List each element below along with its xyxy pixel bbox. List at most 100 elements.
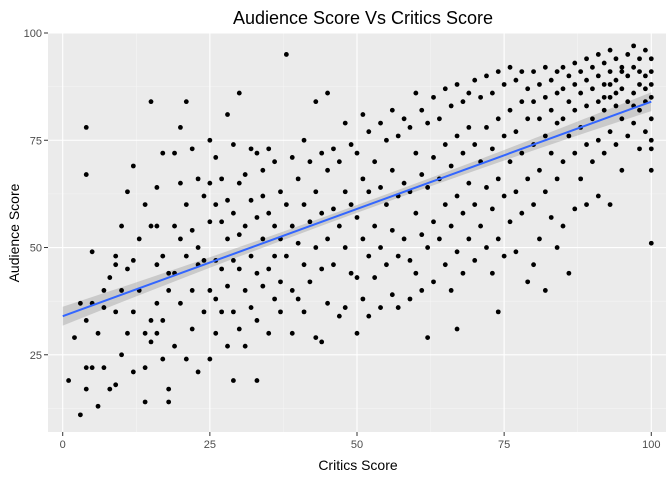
data-point — [207, 288, 213, 293]
data-point — [231, 309, 236, 315]
data-point — [172, 150, 177, 156]
data-point — [601, 82, 607, 87]
data-point — [554, 120, 560, 126]
data-point — [454, 193, 460, 199]
data-point — [372, 159, 378, 165]
data-point — [466, 180, 472, 186]
data-point — [489, 206, 495, 212]
data-point — [360, 236, 366, 242]
data-point — [595, 137, 601, 143]
data-point — [537, 116, 542, 122]
x-axis-ticks: 0 25 50 75 100 — [60, 432, 660, 451]
data-point — [648, 137, 654, 143]
data-point — [231, 378, 236, 383]
data-point — [83, 172, 89, 177]
data-point — [148, 318, 154, 323]
data-point — [89, 249, 95, 255]
data-point — [619, 69, 625, 75]
data-point — [584, 202, 589, 208]
data-point — [590, 64, 595, 70]
data-point — [325, 236, 330, 242]
data-point — [566, 73, 572, 79]
data-point — [148, 223, 154, 229]
data-point — [537, 167, 542, 173]
data-point — [631, 43, 637, 49]
data-point — [336, 159, 342, 165]
data-point — [648, 146, 654, 152]
data-point — [419, 232, 425, 238]
data-point — [295, 240, 301, 246]
data-point — [643, 47, 648, 53]
data-point — [331, 146, 336, 152]
data-point — [183, 356, 189, 362]
data-point — [77, 412, 83, 418]
data-point — [195, 369, 201, 375]
data-point — [195, 176, 201, 182]
data-point — [472, 77, 478, 83]
data-point — [637, 146, 642, 152]
data-point — [272, 253, 277, 259]
data-point — [648, 94, 654, 100]
data-point — [501, 253, 507, 259]
data-point — [448, 103, 454, 109]
x-tick-label: 100 — [642, 439, 660, 451]
data-point — [425, 245, 431, 250]
data-point — [236, 326, 242, 332]
data-point — [178, 124, 183, 130]
data-point — [348, 270, 354, 276]
data-point — [501, 133, 507, 139]
data-point — [389, 227, 395, 233]
data-point — [437, 116, 442, 122]
data-point — [336, 223, 342, 229]
data-point — [519, 210, 525, 216]
data-point — [313, 245, 319, 250]
data-point — [607, 202, 613, 208]
data-point — [189, 146, 195, 152]
data-point — [572, 206, 578, 212]
data-point — [266, 266, 272, 272]
data-point — [395, 305, 401, 310]
data-point — [207, 356, 213, 362]
data-point — [289, 223, 295, 229]
data-point — [384, 137, 389, 143]
data-point — [619, 167, 625, 173]
data-point — [313, 335, 319, 341]
data-point — [531, 262, 536, 268]
data-point — [236, 90, 242, 96]
data-point — [578, 176, 584, 182]
data-point — [595, 52, 601, 57]
data-point — [325, 90, 330, 96]
trend-line — [62, 100, 652, 318]
data-point — [189, 227, 195, 233]
data-point — [389, 292, 395, 298]
data-point — [83, 318, 89, 323]
data-point — [372, 223, 378, 229]
data-point — [313, 189, 319, 195]
data-point — [431, 94, 436, 100]
data-point — [189, 326, 195, 332]
data-point — [572, 60, 578, 66]
data-point — [278, 189, 283, 195]
data-point — [113, 382, 119, 388]
data-point — [260, 167, 266, 173]
data-point — [407, 257, 413, 263]
data-point — [613, 56, 619, 62]
data-point — [160, 150, 166, 156]
data-point — [89, 365, 95, 371]
data-point — [236, 232, 242, 238]
data-point — [495, 176, 501, 182]
data-point — [142, 330, 148, 336]
data-point — [413, 210, 419, 216]
data-point — [231, 257, 236, 263]
data-point — [289, 288, 295, 293]
data-point — [66, 378, 71, 383]
data-point — [419, 288, 425, 293]
data-point — [554, 69, 560, 75]
x-tick-label: 25 — [204, 439, 216, 451]
data-point — [584, 142, 589, 147]
data-point — [113, 253, 119, 259]
data-point — [560, 159, 566, 165]
data-point — [125, 330, 130, 336]
data-point — [454, 326, 460, 332]
data-point — [637, 69, 642, 75]
